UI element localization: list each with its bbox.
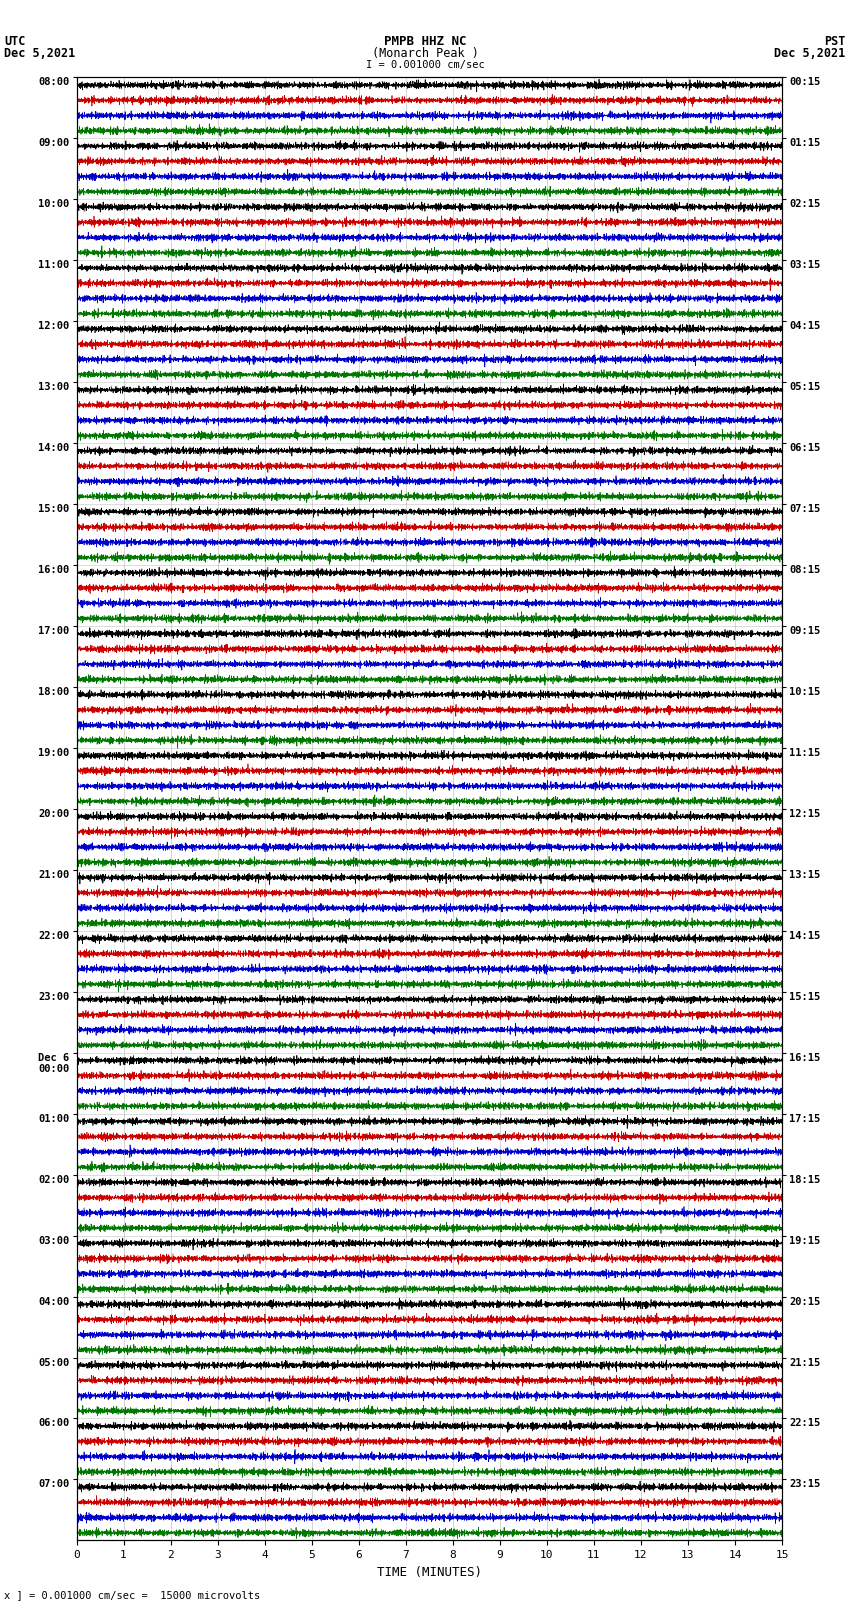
Text: PST: PST: [824, 35, 846, 48]
Text: I = 0.001000 cm/sec: I = 0.001000 cm/sec: [366, 60, 484, 69]
Text: UTC: UTC: [4, 35, 26, 48]
Text: Dec 5,2021: Dec 5,2021: [774, 47, 846, 60]
Text: (Monarch Peak ): (Monarch Peak ): [371, 47, 479, 60]
Text: PMPB HHZ NC: PMPB HHZ NC: [383, 35, 467, 48]
X-axis label: TIME (MINUTES): TIME (MINUTES): [377, 1566, 482, 1579]
Text: Dec 5,2021: Dec 5,2021: [4, 47, 76, 60]
Text: x ] = 0.001000 cm/sec =  15000 microvolts: x ] = 0.001000 cm/sec = 15000 microvolts: [4, 1590, 260, 1600]
